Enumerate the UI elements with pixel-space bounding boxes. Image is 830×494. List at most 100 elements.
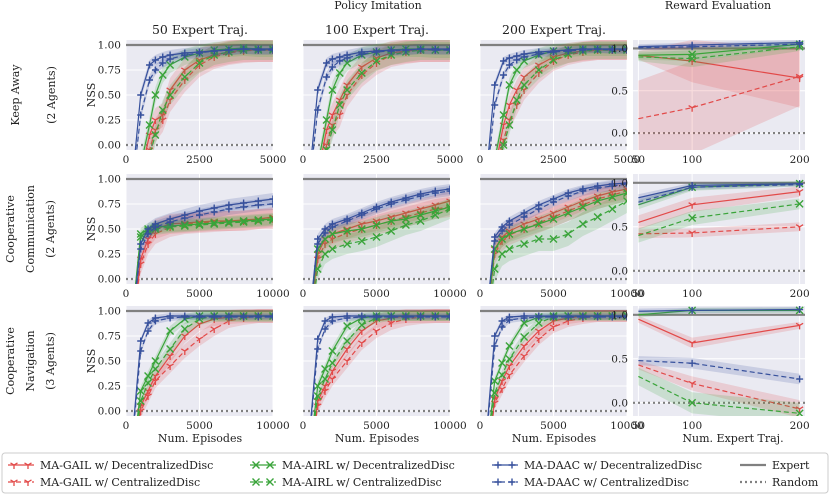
col-title-3: 200 Expert Traj.: [502, 22, 606, 37]
panel-r2-c3-xtick-1: 5000: [540, 288, 567, 300]
panel-r3-reward-marker-1-1: [688, 380, 696, 388]
panel-r1-c3-marker-5-2: [500, 71, 508, 79]
panel-r3-c2-marker-1-3: [328, 376, 337, 383]
panel-r1-c1-marker-5-2: [146, 76, 154, 84]
panel-r2-c1-marker-2-5: [180, 221, 189, 229]
panel-r2-c1-marker-3-5: [180, 222, 189, 230]
panel-r3-c1-marker-3-4: [166, 345, 175, 353]
panel-r3-c1-marker-4-1: [137, 337, 145, 345]
panel-r1-c2-marker-5-1: [314, 106, 322, 114]
panel-r1-c3-band-0: [496, 40, 627, 150]
panel-r3-reward-marker-3-1: [688, 398, 697, 407]
panel-r1-c2-marker-5-9: [402, 46, 410, 54]
panel-r1-c1-marker-5-8: [210, 47, 218, 55]
panel-r3-c1-line-5: [134, 316, 273, 416]
panel-r1-c2-band-2: [319, 41, 450, 150]
panel-r1-c3-marker-0-1: [491, 168, 498, 174]
panel-r1-c3-marker-5-6: [535, 50, 543, 58]
legend-item-5: MA-DAAC w/ DecentralizedDisc: [492, 459, 702, 472]
panel-r1-c3-marker-3-7: [549, 56, 558, 64]
panel-r1-c3-marker-2-2: [499, 111, 508, 119]
panel-r1-c3: 0 2500 5000: [477, 40, 640, 174]
panel-r3-reward: 0.0 0.5 1.0 50 100 200: [611, 306, 810, 432]
panel-r2-c1-band-2: [135, 213, 273, 284]
panel-r3-reward-xtick-0: 50: [632, 420, 645, 432]
panel-r2-c1-marker-0-2: [144, 236, 152, 243]
panel-r3-reward-band-5: [638, 356, 800, 385]
panel-r3-c3: 0 5000 10000: [477, 306, 644, 432]
panel-r3-c2-band-3: [314, 311, 450, 416]
panel-r1-c3-marker-0-4: [512, 87, 521, 94]
panel-r3-c2-marker-0-4: [343, 346, 351, 353]
panel-r1-c2-xtick-1: 2500: [363, 154, 390, 166]
panel-r3-c3-marker-5-2: [498, 323, 506, 331]
panel-r2-c3-band-0: [489, 179, 627, 284]
panel-r3-reward-bg: [633, 306, 805, 416]
panel-r2-c2-marker-3-2: [321, 250, 330, 258]
panel-r1-c1-marker-3-6: [180, 73, 189, 81]
panel-r2-c1-series-4: [135, 193, 273, 284]
panel-r3-c1-marker-3-11: [269, 312, 273, 320]
panel-r1-reward-marker-5-2: [796, 40, 804, 48]
panel-r2-c2-marker-4-11: [446, 185, 450, 193]
panel-r1-reward-line-1: [638, 75, 800, 120]
panel-r2-reward-series-1: [638, 222, 804, 239]
panel-r1-c2-marker-3-12: [446, 46, 450, 54]
panel-r3-c1-marker-2-1: [136, 387, 145, 395]
panel-r2-reward-marker-5-2: [796, 181, 804, 189]
panel-r2-reward-marker-0-2: [795, 188, 804, 196]
panel-r3-c1-marker-5-2: [144, 327, 152, 335]
panel-r3-c3-marker-2-4: [520, 319, 529, 327]
panel-r1-c2-xtick-2: 5000: [437, 154, 464, 166]
panel-r3-c1-marker-1-7: [210, 326, 219, 333]
panel-r2-c1-marker-2-1: [136, 230, 145, 238]
panel-r2-c2-marker-2-4: [343, 227, 352, 235]
panel-r2-c2-band-5: [312, 186, 450, 284]
panel-r2-reward: 0.0 0.5 1.0 50 100 200: [611, 174, 810, 300]
panel-r1-reward-marker-1-2: [795, 73, 804, 81]
panel-r1-c2-marker-3-2: [322, 146, 331, 150]
panel-r3-c3-xtick-1: 5000: [540, 420, 567, 432]
panel-r1-c2-marker-4-1: [314, 86, 322, 94]
panel-r1-c2-marker-2-2: [322, 116, 331, 124]
panel-r3-c2-marker-1-4: [343, 358, 351, 365]
panel-r2-c2-marker-2-8: [401, 215, 410, 223]
panel-r3-reward-series-1: [638, 360, 804, 416]
panel-r3-c3-marker-1-4: [520, 353, 528, 360]
panel-r1-c1-marker-3-2: [146, 152, 153, 159]
row-label-2-line-3: (2 Agents): [44, 200, 57, 258]
panel-r2-c2-marker-3-10: [431, 211, 440, 219]
panel-r2-reward-band-1: [638, 222, 800, 239]
panel-r2-c1-marker-5-6: [196, 211, 203, 219]
panel-r2-c3-marker-0-11: [623, 186, 627, 193]
panel-r3-c1-ytick-3: 0.75: [98, 331, 121, 343]
legend-label-5: MA-DAAC w/ DecentralizedDisc: [524, 459, 702, 472]
panel-r1-reward-series-2: [638, 40, 804, 62]
panel-r2-c1-marker-2-10: [254, 216, 263, 224]
panel-r3-c1-marker-1-4: [166, 363, 174, 370]
panel-r2-c1-marker-3-7: [210, 220, 219, 228]
xlabel-col-3: Num. Episodes: [512, 432, 597, 445]
panel-r1-c3-marker-4-2: [500, 57, 508, 65]
panel-r1-c2-marker-3-4: [335, 101, 344, 109]
panel-r2-c1-marker-5-4: [166, 218, 174, 226]
panel-r3-c1-marker-2-3: [151, 357, 160, 365]
panel-r3-c3-band-0: [491, 310, 627, 416]
panel-r1-c1-xtick-0: 0: [123, 154, 130, 166]
panel-r1-c2-marker-5-2: [323, 73, 331, 81]
panel-r3-reward-xtick-1: 100: [682, 420, 702, 432]
panel-r3-c2-band-1: [315, 309, 450, 416]
panel-r1-c1-ytick-1: 0.25: [98, 115, 121, 127]
legend-marker-b-2: [24, 479, 32, 486]
panel-r1-c1-marker-3-8: [210, 51, 219, 59]
panel-r3-c2-marker-3-5: [357, 321, 366, 329]
panel-r1-c1-xtick-2: 5000: [260, 154, 287, 166]
panel-r2-c2-band-3: [314, 199, 450, 284]
panel-r1-reward-marker-1-1: [688, 105, 696, 112]
panel-r3-c2-marker-5-3: [328, 317, 336, 325]
panel-r1-c1-marker-5-7: [196, 49, 203, 57]
panel-r2-c1-marker-2-9: [239, 217, 248, 225]
panel-r1-c3-marker-5-4: [513, 56, 521, 64]
panel-r3-c2-xtick-2: 10000: [433, 420, 466, 432]
panel-r1-c1-marker-0-3: [151, 117, 160, 124]
